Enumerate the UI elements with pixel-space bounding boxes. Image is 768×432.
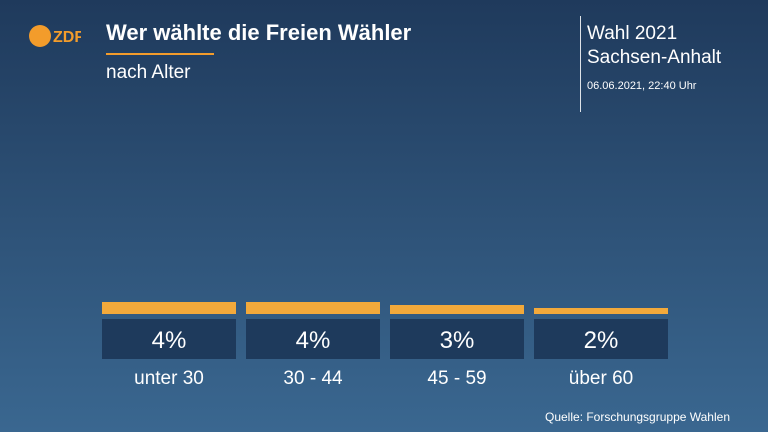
- source-note: Quelle: Forschungsgruppe Wahlen: [545, 410, 730, 424]
- title-underline: [106, 53, 214, 55]
- value-label-box-2: [246, 319, 380, 359]
- value-label-4: 2%: [584, 327, 619, 354]
- header-divider: [580, 16, 581, 112]
- election-info: Wahl 2021 Sachsen-Anhalt: [587, 22, 721, 70]
- value-label-3: 3%: [440, 327, 475, 354]
- zdf-logo: ZDF: [29, 25, 81, 47]
- bar-1: [102, 302, 236, 314]
- page-subtitle: nach Alter: [106, 62, 191, 83]
- value-label-box-4: [534, 319, 668, 359]
- category-label-2: 30 - 44: [283, 368, 343, 389]
- zdf-logo-text: ZDF: [53, 29, 81, 46]
- bar-2: [246, 302, 380, 314]
- page-title: Wer wählte die Freien Wähler: [106, 20, 412, 45]
- value-label-box-3: [390, 319, 524, 359]
- election-region: Sachsen-Anhalt: [587, 47, 722, 68]
- category-label-1: unter 30: [134, 368, 204, 389]
- bar-4: [534, 308, 668, 314]
- category-label-4: über 60: [569, 368, 633, 389]
- election-name: Wahl 2021: [587, 23, 678, 44]
- bar-3: [390, 305, 524, 314]
- value-label-1: 4%: [152, 327, 187, 354]
- value-label-2: 4%: [296, 327, 331, 354]
- value-label-box-1: [102, 319, 236, 359]
- category-label-3: 45 - 59: [427, 368, 486, 389]
- election-datetime: 06.06.2021, 22:40 Uhr: [587, 80, 697, 92]
